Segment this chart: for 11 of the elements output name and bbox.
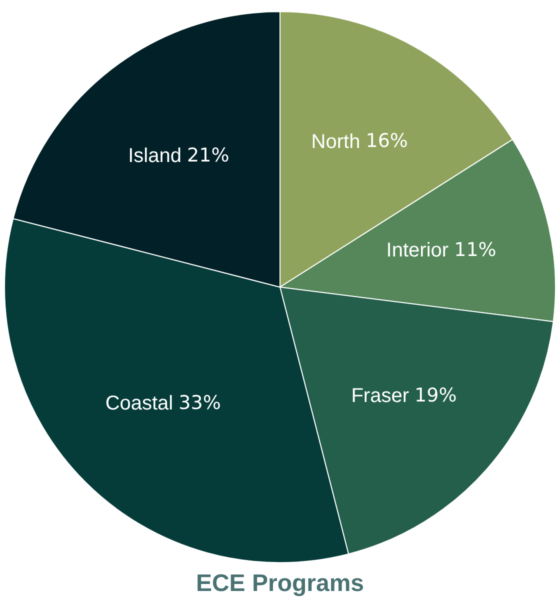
slice-label: Interior [386, 240, 449, 262]
data-label: 16% [366, 130, 408, 152]
slice-label: Island [128, 145, 182, 168]
slice-label: Fraser [351, 384, 410, 407]
slice-label: North [311, 130, 360, 153]
data-label: 33% [178, 392, 221, 414]
data-label: 19% [414, 384, 457, 406]
data-label: 21% [187, 144, 230, 166]
data-label: 11% [454, 238, 496, 261]
text: ECE Programs [196, 570, 364, 598]
slice-label: Coastal [105, 392, 174, 414]
